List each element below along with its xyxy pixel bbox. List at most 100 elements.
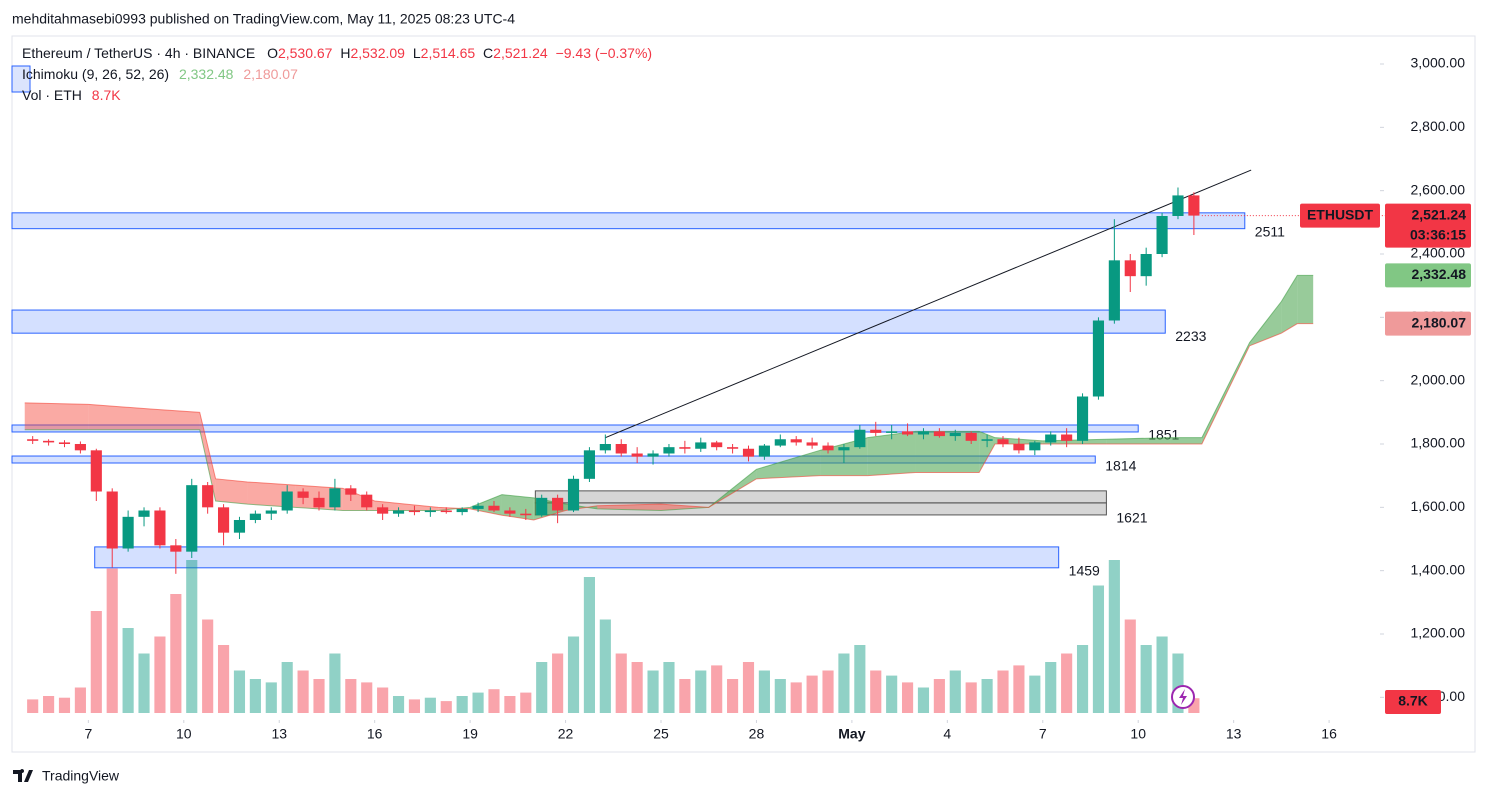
candle-body — [901, 431, 914, 435]
candle-body — [806, 442, 818, 446]
alert-bolt — [1179, 689, 1187, 705]
x-tick-label: 13 — [1226, 726, 1242, 742]
candle-body — [567, 478, 580, 511]
volume-bar — [758, 670, 770, 713]
cloud-segment — [151, 409, 200, 430]
cloud-segment — [979, 431, 996, 473]
ohlc-prefix: C — [483, 45, 493, 61]
candle-body — [917, 431, 930, 435]
symbol-tag-bg — [1300, 203, 1380, 228]
candle-body — [424, 510, 436, 513]
x-tick-label: 16 — [1321, 726, 1337, 742]
candle-body — [663, 447, 675, 454]
volume-bar — [472, 692, 484, 713]
candle-body — [1124, 260, 1136, 277]
chart-frame — [11, 35, 1476, 753]
candle-body — [345, 488, 357, 495]
price-tag-bg — [1385, 203, 1471, 248]
volume-bar — [1029, 675, 1041, 713]
candle-body — [281, 491, 293, 511]
candle-body — [965, 432, 977, 441]
volume-bar — [74, 687, 86, 713]
volume-bar — [1172, 653, 1184, 713]
x-tick-label: 28 — [749, 726, 765, 742]
cloud-segment — [199, 412, 216, 501]
cloud-segment — [1281, 275, 1298, 334]
candle-body — [1013, 443, 1025, 451]
volume-bar — [679, 679, 691, 713]
volume-bar — [1108, 560, 1120, 713]
volume-bar — [1092, 585, 1105, 713]
volume-bar — [711, 665, 723, 713]
volume-bar — [1076, 645, 1089, 713]
volume-bar — [599, 619, 611, 713]
candle-body — [392, 510, 405, 514]
volume-bar — [965, 682, 977, 713]
candle-body — [886, 431, 898, 433]
volume-bar — [186, 560, 198, 713]
volume-bar — [838, 653, 850, 713]
y-tick-label: 2,800.00 — [1411, 118, 1466, 134]
volume-bar — [806, 675, 818, 713]
volume-bar — [1013, 665, 1025, 713]
volume-bar — [58, 697, 71, 713]
cloud-segment — [88, 404, 152, 430]
logo-icon — [13, 769, 33, 782]
candle-body — [822, 445, 834, 451]
cloud-segment — [867, 431, 916, 476]
cloud-segment — [756, 450, 821, 479]
x-tick-label: 10 — [176, 726, 192, 742]
volume-tag: 8.7K — [1398, 693, 1428, 709]
candle-body — [408, 510, 421, 513]
volume-bar — [615, 653, 627, 713]
symbol-legend: Ethereum / TetherUS · 4h · BINANCE O2,53… — [22, 45, 652, 61]
zone — [11, 455, 1096, 464]
candle-body — [1076, 396, 1089, 441]
ohlc-value: 2,514.65 — [421, 45, 476, 61]
candle-body — [456, 508, 468, 513]
candle-body — [27, 439, 39, 441]
volume-bar — [408, 699, 421, 713]
cloud-segment — [215, 478, 248, 505]
volume-bar — [727, 679, 739, 713]
candle-body — [265, 510, 277, 514]
ohlc-value: 2,532.09 — [350, 45, 405, 61]
cloud-segment — [1170, 437, 1202, 444]
cloud-segment — [1297, 275, 1314, 324]
candle-body — [488, 505, 500, 511]
volume-bar — [281, 662, 293, 713]
candle-body — [90, 450, 102, 492]
volume-bar — [106, 568, 118, 713]
trendline — [605, 169, 1252, 439]
zone-marker — [11, 65, 31, 93]
candle-body — [297, 491, 309, 498]
volume-bar — [265, 682, 277, 713]
candle-body — [711, 442, 723, 448]
candle-body — [838, 447, 850, 451]
candle-body — [727, 447, 739, 449]
candle-body — [870, 429, 882, 433]
candle-body — [679, 447, 691, 449]
ichimoku-legend: Ichimoku (9, 26, 52, 26) 2,332.48 2,180.… — [22, 66, 298, 82]
candle-body — [440, 510, 452, 513]
volume-bar — [27, 699, 39, 713]
candle-body — [552, 497, 564, 511]
volume-value: 8.7K — [92, 87, 121, 103]
volume-bar — [456, 696, 468, 713]
volume-bar — [695, 670, 707, 713]
candle-body — [599, 443, 611, 451]
volume-bar — [249, 679, 261, 713]
volume-bar — [583, 577, 595, 713]
volume-bar — [854, 645, 866, 713]
candle-body — [933, 431, 945, 437]
ohlc-prefix: H — [340, 45, 350, 61]
zone-label: 2233 — [1175, 328, 1206, 344]
volume-bar — [536, 662, 548, 713]
candle-body — [154, 510, 166, 546]
x-tick-label: 19 — [462, 726, 478, 742]
candle-body — [520, 513, 532, 516]
zone — [11, 212, 1246, 230]
zone — [11, 424, 1139, 433]
cloud-line — [24, 274, 1314, 511]
candle-body — [583, 450, 595, 479]
